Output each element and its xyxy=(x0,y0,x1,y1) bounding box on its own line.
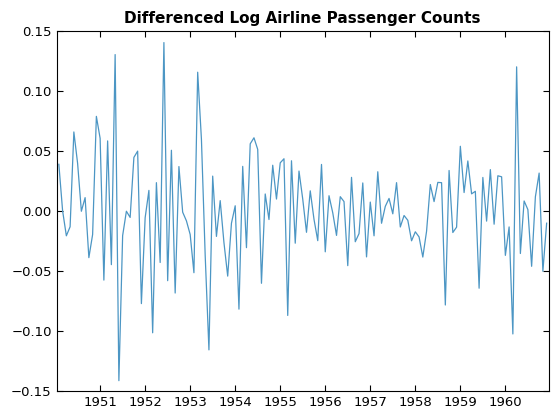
Title: Differenced Log Airline Passenger Counts: Differenced Log Airline Passenger Counts xyxy=(124,11,481,26)
